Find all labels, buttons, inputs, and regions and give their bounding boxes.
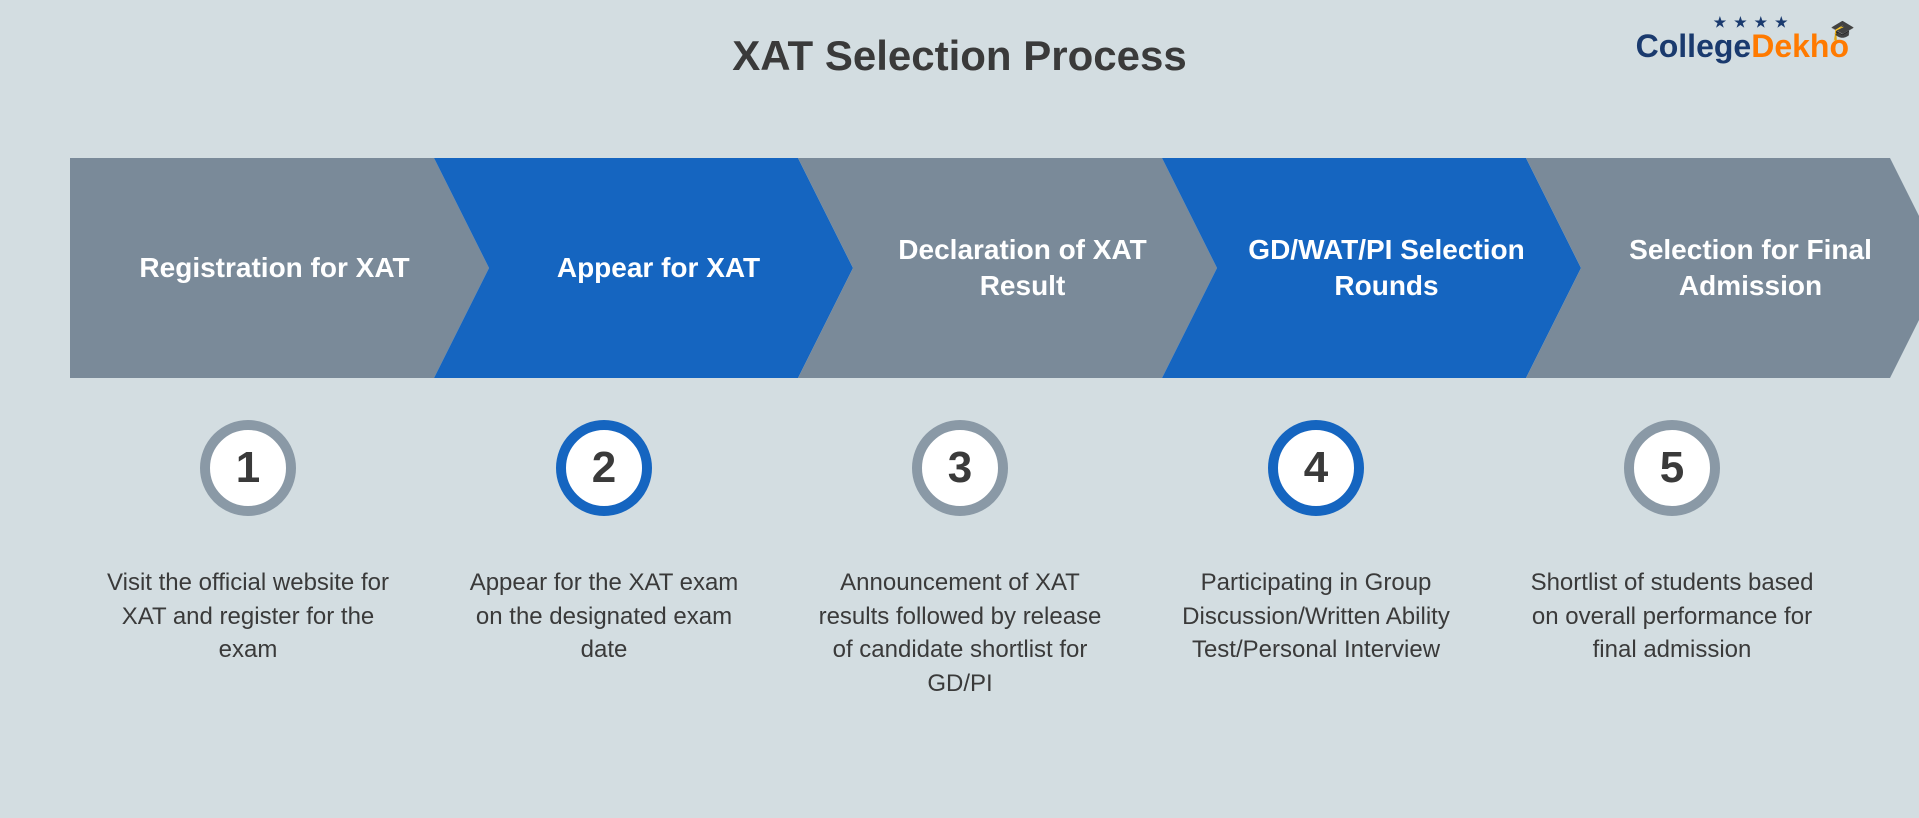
process-step-chevron: Selection for Final Admission — [1526, 158, 1919, 378]
step-number-badge: 1 — [200, 420, 296, 516]
page-title: XAT Selection Process — [0, 0, 1919, 80]
brand-logo: ★ ★ ★ ★ 🎓 CollegeDekho — [1636, 28, 1849, 65]
process-step-detail: 4 Participating in Group Discussion/Writ… — [1138, 420, 1494, 700]
step-description: Appear for the XAT exam on the designate… — [456, 566, 752, 667]
process-step-chevron: Registration for XAT — [70, 158, 489, 378]
step-number-badge: 3 — [912, 420, 1008, 516]
process-step-detail: 5 Shortlist of students based on overall… — [1494, 420, 1850, 700]
process-step-detail: 3 Announcement of XAT results followed b… — [782, 420, 1138, 700]
step-number-badge: 2 — [556, 420, 652, 516]
logo-stars-icon: ★ ★ ★ ★ — [1714, 14, 1790, 31]
step-description: Participating in Group Discussion/Writte… — [1168, 566, 1464, 667]
step-number-badge: 5 — [1624, 420, 1720, 516]
step-heading: Registration for XAT — [109, 250, 449, 286]
process-step-chevron: GD/WAT/PI Selection Rounds — [1162, 158, 1581, 378]
step-description: Shortlist of students based on overall p… — [1524, 566, 1820, 667]
process-step-detail: 2 Appear for the XAT exam on the designa… — [426, 420, 782, 700]
process-step-chevron: Declaration of XAT Result — [798, 158, 1217, 378]
step-heading: Appear for XAT — [487, 250, 800, 286]
step-heading: Declaration of XAT Result — [798, 232, 1217, 305]
step-description: Announcement of XAT results followed by … — [812, 566, 1108, 700]
step-heading: Selection for Final Admission — [1526, 232, 1919, 305]
process-step-chevron: Appear for XAT — [434, 158, 853, 378]
logo-cap-icon: 🎓 — [1830, 18, 1855, 43]
step-heading: GD/WAT/PI Selection Rounds — [1162, 232, 1581, 305]
process-details: 1 Visit the official website for XAT and… — [70, 420, 1850, 700]
process-step-detail: 1 Visit the official website for XAT and… — [70, 420, 426, 700]
step-number-badge: 4 — [1268, 420, 1364, 516]
process-flow: Registration for XAT Appear for XAT Decl… — [70, 158, 1890, 378]
logo-text-1: College — [1636, 28, 1752, 64]
step-description: Visit the official website for XAT and r… — [100, 566, 396, 667]
